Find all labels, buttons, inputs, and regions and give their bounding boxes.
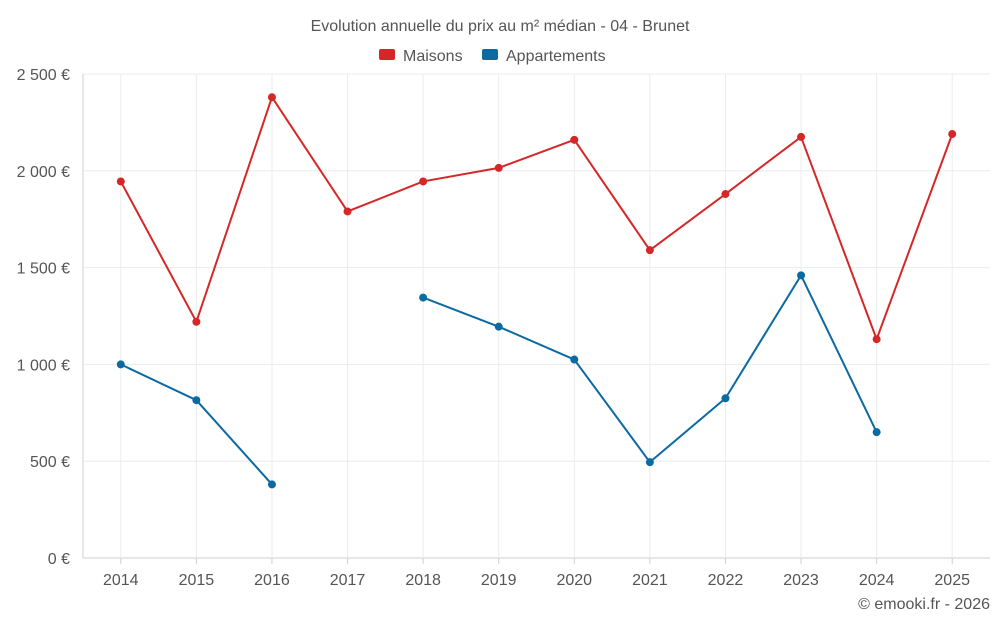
y-tick-label: 1 000 €	[17, 357, 70, 374]
y-tick-label: 0 €	[48, 551, 70, 568]
legend-swatch-maisons	[379, 49, 395, 60]
x-tick-label: 2022	[708, 572, 744, 589]
point-appartements-2020[interactable]	[570, 355, 579, 364]
point-maisons-2024[interactable]	[872, 335, 881, 344]
x-tick-label: 2024	[859, 572, 895, 589]
y-axis: 0 € 500 € 1 000 € 1 500 € 2 000 € 2 500 €	[17, 67, 70, 568]
legend-swatch-appartements	[482, 49, 498, 60]
point-maisons-2023[interactable]	[797, 132, 806, 141]
x-axis: 2014 2015 2016 2017 2018 2019 2020 2021 2022 2023…	[82, 74, 970, 589]
point-maisons-2016[interactable]	[267, 93, 276, 102]
point-maisons-2021[interactable]	[645, 246, 654, 255]
grid	[83, 73, 990, 559]
x-tick-label: 2020	[556, 572, 592, 589]
point-maisons-2014[interactable]	[116, 177, 125, 186]
series-appartements	[116, 271, 881, 489]
series-line-maisons	[119, 96, 954, 341]
x-tick-label: 2019	[481, 572, 517, 589]
point-maisons-2022[interactable]	[721, 190, 730, 199]
point-appartements-2022[interactable]	[721, 394, 730, 403]
point-appartements-2014[interactable]	[116, 360, 125, 369]
legend: Maisons Appartements	[379, 48, 606, 65]
point-maisons-2017[interactable]	[343, 207, 352, 216]
point-appartements-2018[interactable]	[419, 293, 428, 302]
legend-label-maisons: Maisons	[403, 48, 463, 65]
chart-title: Evolution annuelle du prix au m² médian …	[311, 18, 690, 35]
x-tick-label: 2023	[783, 572, 819, 589]
x-tick-label: 2021	[632, 572, 668, 589]
point-maisons-2018[interactable]	[419, 177, 428, 186]
series	[116, 93, 957, 489]
credit-text: © emooki.fr - 2026	[858, 596, 990, 613]
y-tick-label: 2 000 €	[17, 164, 70, 181]
point-maisons-2015[interactable]	[192, 317, 201, 326]
point-maisons-2020[interactable]	[570, 135, 579, 144]
point-appartements-2024[interactable]	[872, 428, 881, 437]
y-tick-label: 500 €	[30, 454, 70, 471]
point-appartements-2016[interactable]	[267, 480, 276, 489]
y-tick-label: 2 500 €	[17, 67, 70, 84]
y-tick-label: 1 500 €	[17, 261, 70, 278]
point-appartements-2023[interactable]	[797, 271, 806, 280]
legend-item-maisons[interactable]: Maisons	[379, 48, 463, 65]
legend-item-appartements[interactable]: Appartements	[482, 48, 606, 65]
series-maisons	[116, 93, 957, 344]
legend-label-appartements: Appartements	[506, 48, 606, 65]
point-appartements-2019[interactable]	[494, 322, 503, 331]
x-tick-label: 2014	[103, 572, 139, 589]
point-maisons-2019[interactable]	[494, 163, 503, 172]
x-tick-label: 2016	[254, 572, 290, 589]
x-tick-label: 2015	[179, 572, 215, 589]
x-tick-label: 2025	[934, 572, 970, 589]
point-appartements-2015[interactable]	[192, 396, 201, 405]
point-appartements-2021[interactable]	[645, 458, 654, 467]
point-maisons-2025[interactable]	[948, 130, 957, 139]
x-tick-label: 2017	[330, 572, 366, 589]
x-tick-label: 2018	[405, 572, 441, 589]
